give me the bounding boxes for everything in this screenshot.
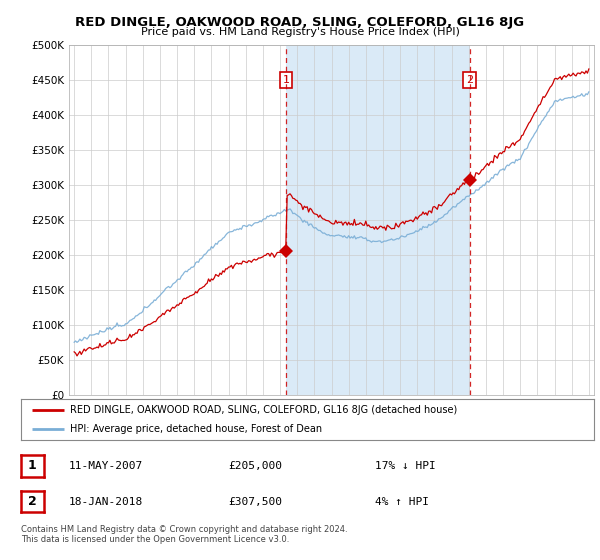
Text: 17% ↓ HPI: 17% ↓ HPI <box>375 461 436 471</box>
Text: 11-MAY-2007: 11-MAY-2007 <box>69 461 143 471</box>
Text: HPI: Average price, detached house, Forest of Dean: HPI: Average price, detached house, Fore… <box>70 424 322 433</box>
Text: £205,000: £205,000 <box>228 461 282 471</box>
Text: RED DINGLE, OAKWOOD ROAD, SLING, COLEFORD, GL16 8JG (detached house): RED DINGLE, OAKWOOD ROAD, SLING, COLEFOR… <box>70 405 457 415</box>
Text: £307,500: £307,500 <box>228 497 282 507</box>
Text: 4% ↑ HPI: 4% ↑ HPI <box>375 497 429 507</box>
Text: RED DINGLE, OAKWOOD ROAD, SLING, COLEFORD, GL16 8JG: RED DINGLE, OAKWOOD ROAD, SLING, COLEFOR… <box>76 16 524 29</box>
Bar <box>286 45 470 395</box>
Text: Price paid vs. HM Land Registry's House Price Index (HPI): Price paid vs. HM Land Registry's House … <box>140 27 460 37</box>
Text: 1: 1 <box>28 459 37 473</box>
Text: 18-JAN-2018: 18-JAN-2018 <box>69 497 143 507</box>
Text: 1: 1 <box>283 75 290 85</box>
Text: 2: 2 <box>28 495 37 508</box>
Text: Contains HM Land Registry data © Crown copyright and database right 2024.
This d: Contains HM Land Registry data © Crown c… <box>21 525 347 544</box>
Text: 2: 2 <box>466 75 473 85</box>
